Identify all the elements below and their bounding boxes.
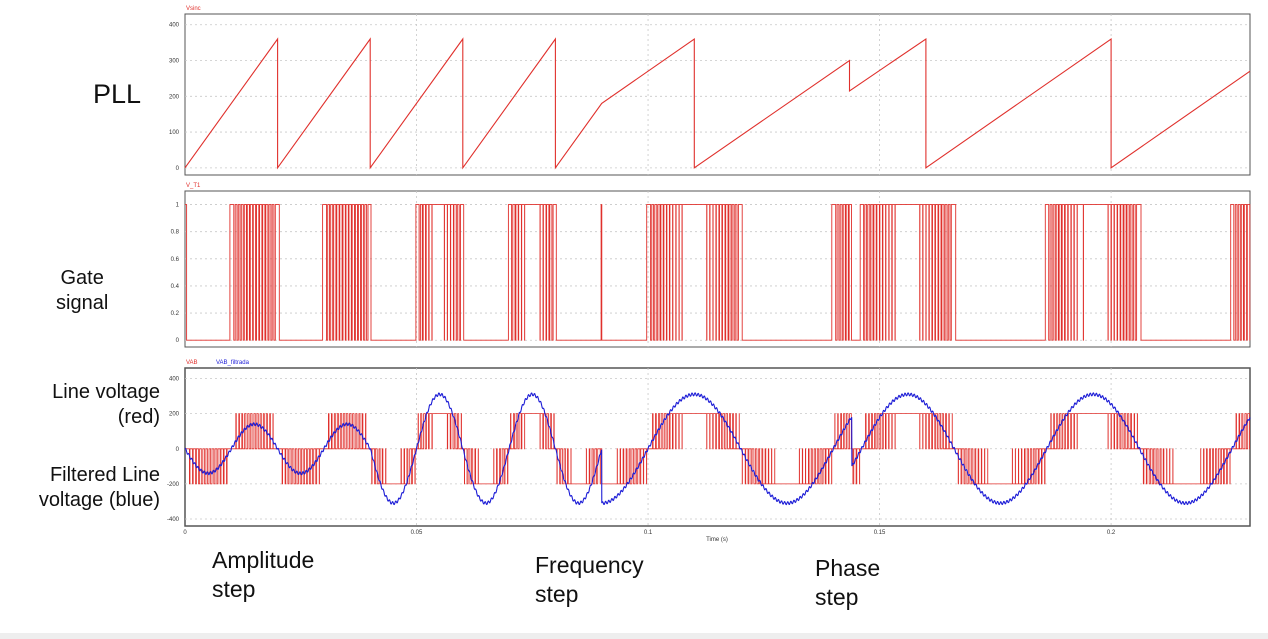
x-tick-label: 0.05 — [411, 530, 423, 536]
vab-filtrada-series-line — [184, 392, 1251, 506]
gate-panel-frame — [184, 190, 1251, 348]
y-tick-label: 200 — [169, 94, 180, 100]
y-tick-label: 0 — [176, 338, 180, 344]
y-tick-label: 0.6 — [171, 257, 180, 263]
y-tick-label: 0 — [176, 447, 180, 453]
y-tick-label: 0 — [176, 166, 180, 172]
y-tick-label: 400 — [169, 23, 180, 29]
line-voltage-line1: Line voltage — [52, 381, 160, 403]
y-tick-label: 1 — [176, 203, 180, 209]
amplitude-line1: Amplitude — [212, 547, 315, 573]
pll-label: PLL — [93, 78, 141, 112]
axis-ticks: 0 100 200 300 400 0 0.2 0.4 0.6 0.8 1 -400 -200 0 200 4… — [167, 23, 1116, 536]
y-tick-label: 200 — [169, 412, 180, 418]
vab-filtrada-legend: VAB_filtrada — [216, 360, 250, 366]
amplitude-step-label: Amplitude step — [212, 546, 314, 604]
line-voltage-line2: (red) — [117, 406, 160, 428]
y-tick-label: 0.4 — [171, 284, 180, 290]
y-tick-label: 400 — [169, 377, 180, 383]
frequency-step-label: Frequency step — [535, 551, 644, 609]
filtered-label-line1: Filtered Line — [49, 464, 160, 486]
y-tick-label: -400 — [167, 517, 180, 523]
gate-label-line1: Gate — [60, 267, 104, 289]
pll-label-text: PLL — [93, 79, 142, 109]
amplitude-line2: step — [212, 575, 256, 602]
pll-legend: Vsinc — [186, 6, 201, 12]
y-tick-label: 0.2 — [171, 311, 180, 317]
x-tick-label: 0.1 — [644, 530, 653, 536]
y-tick-label: 0.8 — [171, 230, 180, 236]
x-tick-label: 0 — [183, 530, 187, 536]
y-tick-label: -200 — [167, 482, 180, 488]
frequency-line1: Frequency — [535, 552, 644, 578]
pll-panel-frame — [184, 13, 1251, 176]
y-tick-label: 100 — [169, 130, 180, 136]
vab-pwm — [185, 413, 1250, 485]
phase-step-label: Phase step — [815, 554, 880, 612]
filtered-voltage-label: Filtered Line voltage (blue) — [39, 463, 160, 513]
frequency-line2: step — [535, 580, 579, 607]
x-tick-label: 0.15 — [874, 530, 886, 536]
bottom-strip — [0, 633, 1268, 639]
x-tick-label: 0.2 — [1107, 530, 1116, 536]
vab-filtrada-wave — [184, 392, 1251, 506]
gate-label-line2: signal — [56, 292, 109, 314]
phase-line2: step — [815, 583, 859, 610]
vab-legend: VAB — [186, 360, 198, 366]
line-voltage-label: Line voltage (red) — [52, 380, 160, 430]
vab-series-line — [185, 413, 1250, 485]
x-axis-label: Time (s) — [706, 537, 728, 543]
pll-series-line — [184, 37, 1251, 170]
y-tick-label: 300 — [169, 59, 180, 65]
gate-pwm — [185, 204, 1251, 341]
gate-legend: V_T1 — [186, 183, 201, 189]
pll-sawtooth — [184, 37, 1251, 170]
gate-series-line — [185, 204, 1251, 341]
filtered-label-line2: voltage (blue) — [38, 489, 160, 511]
phase-line1: Phase — [815, 555, 881, 581]
gate-signal-label: Gate signal — [56, 266, 108, 316]
